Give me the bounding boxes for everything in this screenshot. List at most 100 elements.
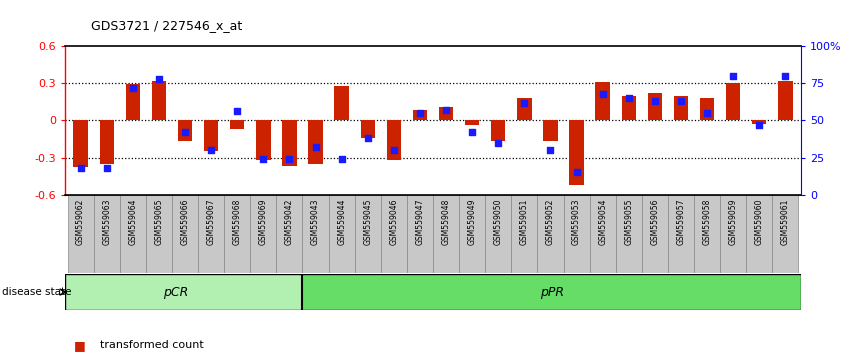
Point [517, 100, 531, 105]
Text: GSM559068: GSM559068 [233, 199, 242, 245]
Point [126, 85, 139, 91]
Bar [100, 120, 114, 164]
Point [544, 147, 558, 153]
Bar [433, 195, 459, 273]
Bar [120, 195, 145, 273]
Text: GSM559062: GSM559062 [76, 199, 85, 245]
Bar [413, 110, 427, 120]
Bar [517, 98, 532, 120]
Point [779, 73, 792, 79]
Bar [302, 274, 801, 310]
Text: GSM559042: GSM559042 [285, 199, 294, 245]
Text: GSM559066: GSM559066 [180, 199, 190, 245]
Bar [381, 195, 407, 273]
Point [413, 110, 427, 116]
Point [570, 170, 584, 175]
Bar [74, 120, 87, 167]
Bar [302, 195, 328, 273]
Bar [126, 84, 140, 120]
Point [335, 156, 349, 162]
Point [361, 135, 375, 141]
Bar [616, 195, 642, 273]
Point [178, 130, 192, 135]
Bar [752, 120, 766, 124]
Text: GSM559052: GSM559052 [546, 199, 555, 245]
Bar [145, 195, 172, 273]
Bar [590, 195, 616, 273]
Text: pPR: pPR [540, 286, 564, 298]
Text: GDS3721 / 227546_x_at: GDS3721 / 227546_x_at [91, 19, 242, 32]
Bar [334, 86, 349, 120]
Text: ■: ■ [74, 339, 86, 352]
Bar [178, 120, 192, 141]
Point [204, 147, 218, 153]
Bar [230, 120, 244, 129]
Bar [491, 120, 506, 141]
Point [596, 91, 610, 96]
Bar [439, 107, 453, 120]
Point [100, 165, 113, 171]
Bar [674, 96, 688, 120]
Bar [700, 98, 714, 120]
Bar [355, 195, 381, 273]
Text: GSM559059: GSM559059 [728, 199, 738, 245]
Text: GSM559065: GSM559065 [154, 199, 164, 245]
Text: GSM559067: GSM559067 [207, 199, 216, 245]
Bar [276, 195, 302, 273]
Bar [459, 195, 485, 273]
Text: GSM559047: GSM559047 [416, 199, 424, 245]
Bar [694, 195, 721, 273]
Point [282, 156, 296, 162]
Point [230, 109, 244, 114]
Text: GSM559049: GSM559049 [468, 199, 476, 245]
Bar [721, 195, 746, 273]
Bar [250, 195, 276, 273]
Bar [746, 195, 772, 273]
Bar [328, 195, 355, 273]
Point [727, 73, 740, 79]
Bar [204, 120, 218, 152]
Bar [198, 195, 224, 273]
Bar [68, 195, 94, 273]
Bar [485, 195, 511, 273]
Bar [65, 274, 302, 310]
Bar [648, 93, 662, 120]
Bar [772, 195, 798, 273]
Bar [152, 81, 166, 120]
Bar [386, 120, 401, 160]
Point [648, 98, 662, 104]
Bar [511, 195, 538, 273]
Text: GSM559043: GSM559043 [311, 199, 320, 245]
Text: disease state: disease state [2, 287, 71, 297]
Point [256, 156, 270, 162]
Text: GSM559063: GSM559063 [102, 199, 111, 245]
Point [753, 122, 766, 128]
Point [622, 95, 636, 101]
Text: GSM559055: GSM559055 [624, 199, 633, 245]
Bar [642, 195, 668, 273]
Text: GSM559044: GSM559044 [337, 199, 346, 245]
Text: GSM559061: GSM559061 [781, 199, 790, 245]
Point [387, 147, 401, 153]
Bar [465, 120, 480, 125]
Point [491, 140, 505, 145]
Bar [668, 195, 694, 273]
Point [74, 165, 87, 171]
Text: GSM559048: GSM559048 [442, 199, 450, 245]
Bar [282, 120, 297, 166]
Bar [779, 81, 792, 120]
Bar [224, 195, 250, 273]
Point [439, 107, 453, 113]
Text: GSM559045: GSM559045 [363, 199, 372, 245]
Point [308, 144, 322, 150]
Text: GSM559051: GSM559051 [520, 199, 529, 245]
Text: transformed count: transformed count [100, 340, 204, 350]
Bar [407, 195, 433, 273]
Text: GSM559054: GSM559054 [598, 199, 607, 245]
Bar [596, 82, 610, 120]
Point [152, 76, 166, 81]
Bar [172, 195, 198, 273]
Bar [564, 195, 590, 273]
Text: GSM559057: GSM559057 [676, 199, 686, 245]
Text: GSM559053: GSM559053 [572, 199, 581, 245]
